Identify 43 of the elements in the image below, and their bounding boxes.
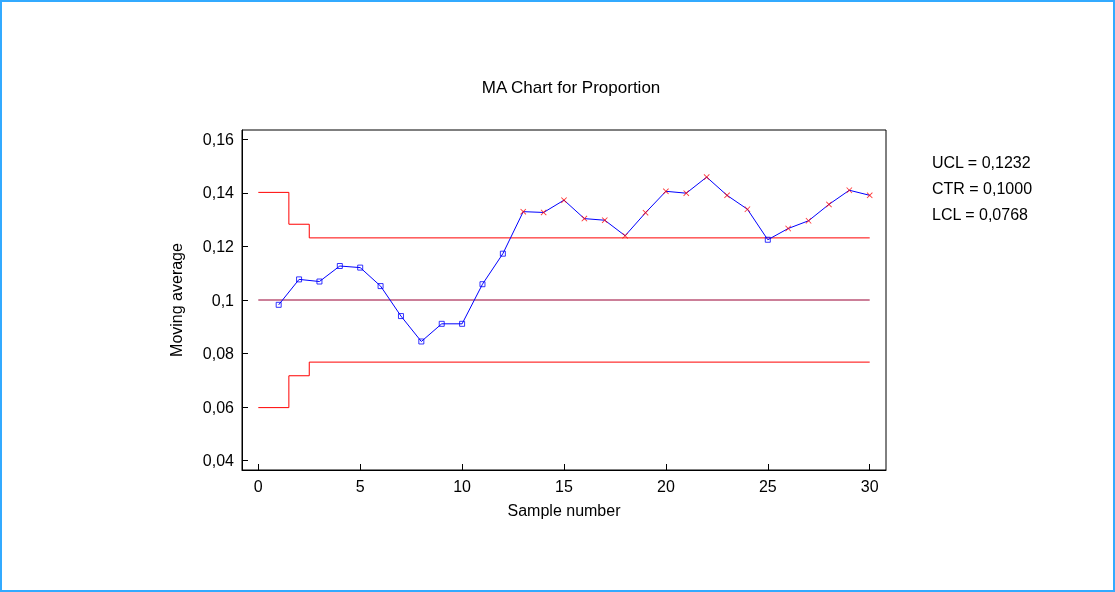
point [662, 188, 669, 195]
text: CTR = 0,1000 [932, 179, 1033, 197]
point [377, 283, 384, 290]
point [846, 187, 853, 194]
x-tick-label: 5 [355, 477, 365, 495]
y-tick-label: 0,06 [202, 398, 235, 416]
point [825, 201, 832, 208]
x-tick-label: 0 [253, 477, 263, 495]
point [296, 276, 303, 283]
x-axis-title: Sample number [507, 501, 622, 519]
x-tick-label: 30 [860, 477, 879, 495]
x-tick-label: 25 [758, 477, 777, 495]
y-tick-label: 0,08 [202, 345, 235, 363]
point [459, 320, 466, 327]
x-tick-label: 20 [657, 477, 675, 495]
text: LCL = 0,0768 [932, 205, 1029, 223]
point [316, 278, 323, 285]
point [622, 232, 629, 239]
point [601, 217, 608, 224]
x-tick-label: 15 [555, 477, 573, 495]
text: UCL = 0,1232 [932, 153, 1031, 171]
point [438, 320, 445, 327]
point [561, 197, 567, 204]
y-tick-label: 0,1 [211, 291, 235, 309]
point [499, 250, 506, 257]
point [357, 264, 364, 271]
point [336, 263, 343, 269]
point [397, 313, 404, 320]
chart-title: MA Chart for Proportion [481, 78, 661, 97]
point [479, 281, 486, 288]
point [683, 190, 690, 197]
point [418, 338, 425, 345]
point [275, 301, 282, 308]
point [724, 192, 731, 199]
y-tick-label: 0,14 [202, 184, 235, 202]
point [703, 174, 710, 181]
x-tick-label: 10 [453, 477, 472, 495]
y-tick-label: 0,04 [202, 452, 235, 470]
point [764, 236, 771, 243]
y-tick-label: 0,12 [202, 237, 235, 255]
y-axis-title: Moving average [167, 242, 185, 357]
y-tick-label: 0,16 [202, 130, 235, 148]
point [520, 208, 527, 215]
